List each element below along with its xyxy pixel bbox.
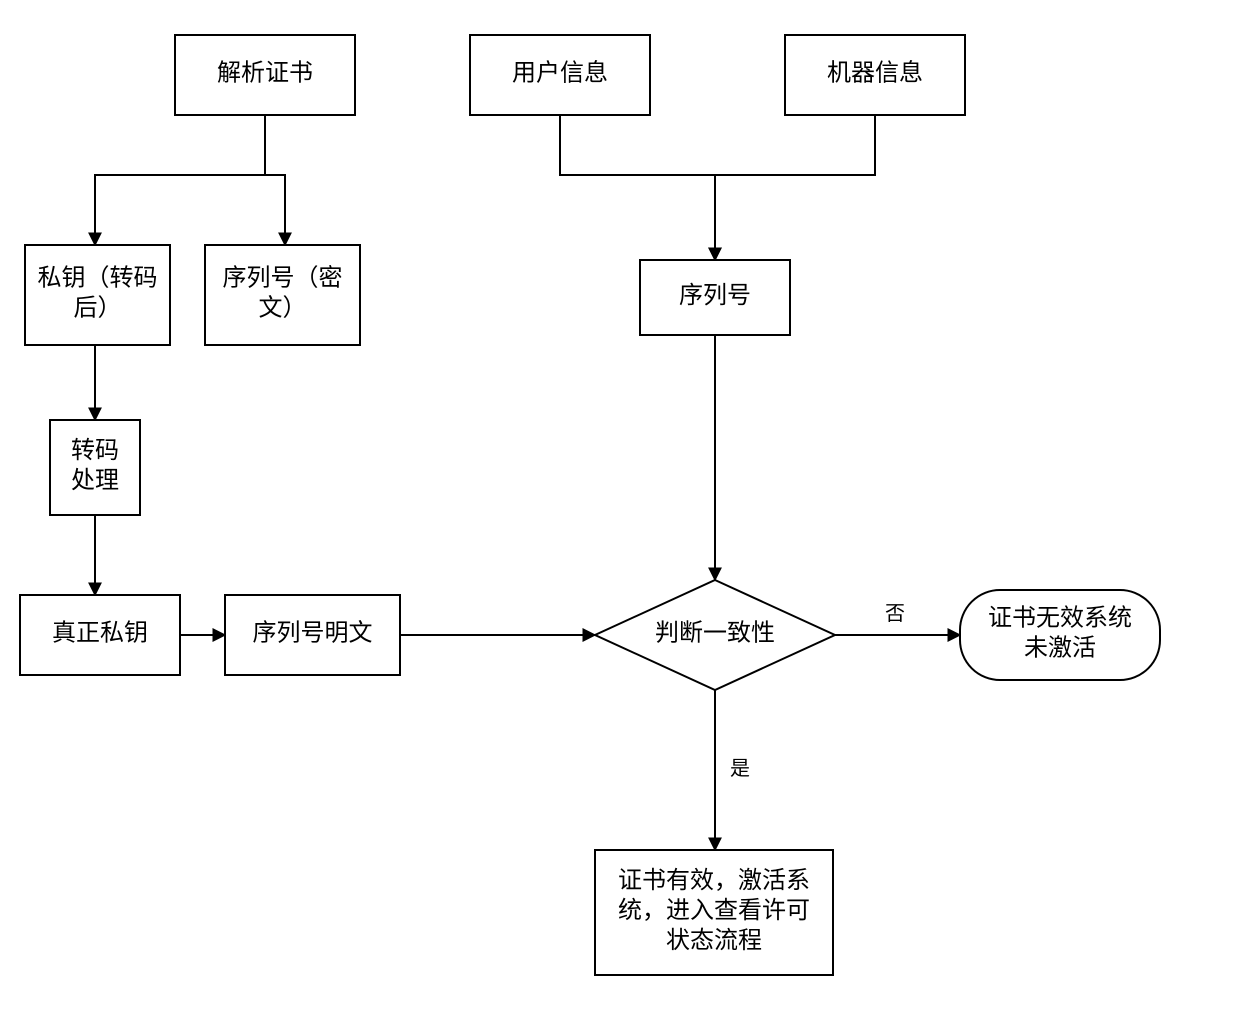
node-real_key-label-0: 真正私钥 — [52, 620, 148, 647]
edge-parse_cert-to-private_key_enc — [95, 115, 265, 245]
node-machine_info-label-0: 机器信息 — [827, 60, 923, 87]
node-serial_cipher-label-1: 文） — [259, 295, 307, 322]
node-invalid-label-1: 未激活 — [1024, 635, 1096, 662]
node-transcode-label-1: 处理 — [71, 467, 119, 494]
edge-user_info-to-serial_no — [560, 115, 715, 260]
node-serial_plain-label-0: 序列号明文 — [253, 620, 373, 647]
node-transcode-label-0: 转码 — [71, 437, 119, 464]
edge-label-decide-invalid: 否 — [885, 603, 905, 625]
node-decide-label-0: 判断一致性 — [655, 620, 775, 647]
node-private_key_enc-label-0: 私钥（转码 — [38, 265, 158, 292]
edge-parse_cert-to-serial_cipher — [265, 115, 285, 245]
node-valid-label-1: 统，进入查看许可 — [618, 897, 810, 924]
node-parse_cert-label-0: 解析证书 — [217, 60, 313, 87]
node-serial_cipher-label-0: 序列号（密 — [223, 265, 343, 292]
node-invalid-label-0: 证书无效系统 — [988, 605, 1132, 632]
edge-machine_info-to-serial_no — [715, 115, 875, 260]
edge-label-decide-valid: 是 — [730, 758, 750, 780]
node-valid-label-0: 证书有效，激活系 — [618, 867, 810, 894]
node-valid-label-2: 状态流程 — [666, 927, 762, 954]
node-serial_no-label-0: 序列号 — [679, 282, 751, 309]
node-private_key_enc-label-1: 后） — [74, 295, 122, 322]
flowchart-canvas: 否是 解析证书 用户信息 机器信息私钥（转码后） 序列号（密文） 序列号转码处理真正私钥 序… — [0, 0, 1240, 1030]
node-user_info-label-0: 用户信息 — [512, 60, 608, 87]
